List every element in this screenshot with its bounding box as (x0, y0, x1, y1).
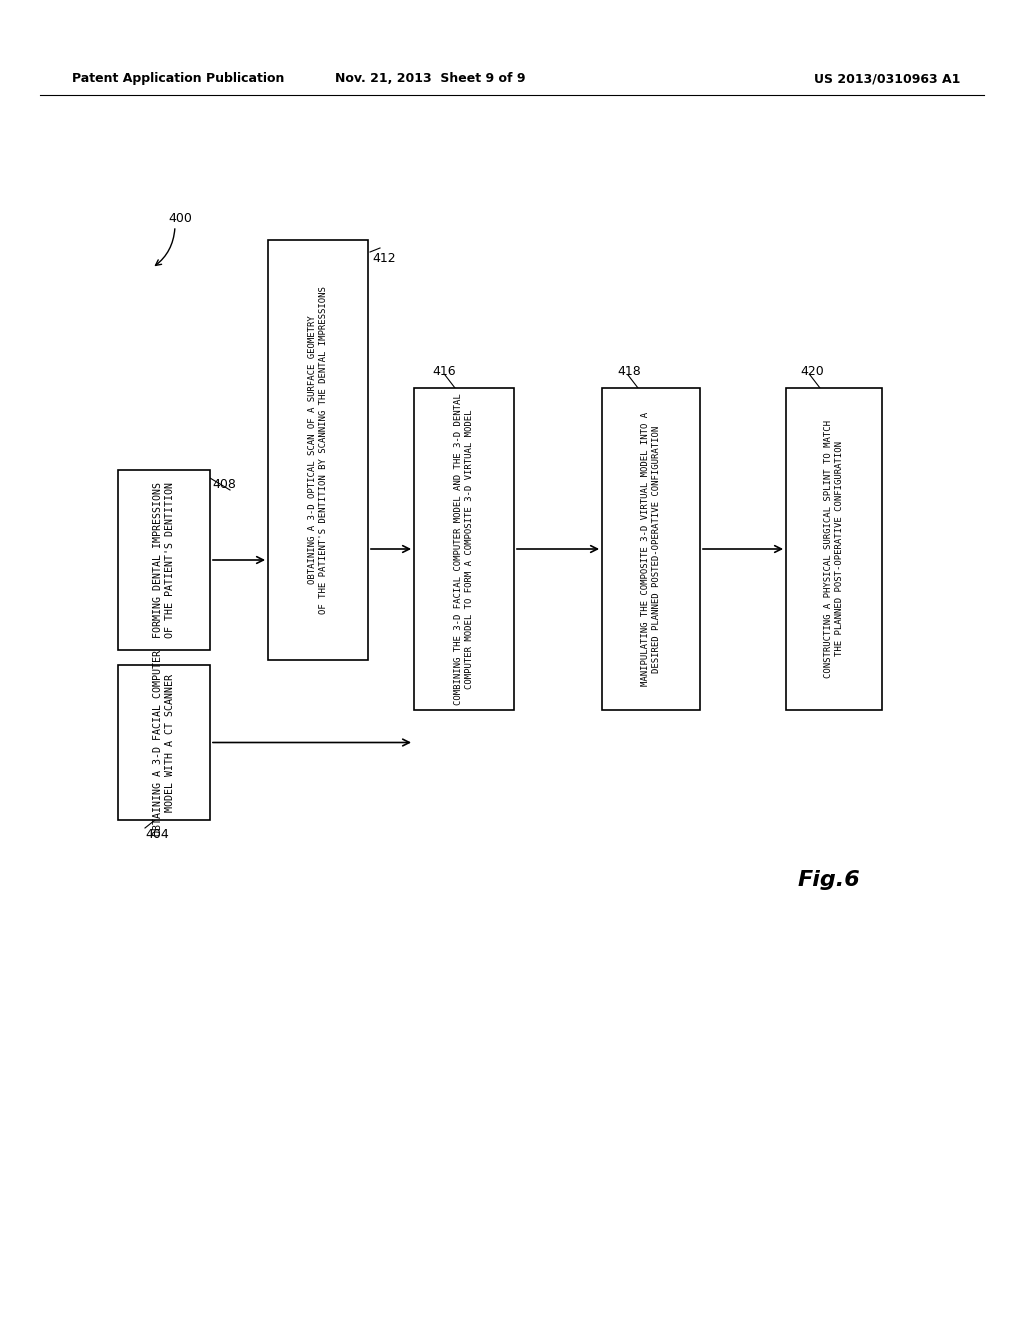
Text: MANIPULATING THE COMPOSITE 3-D VIRTUAL MODEL INTO A
DESIRED PLANNED POSTED-OPERA: MANIPULATING THE COMPOSITE 3-D VIRTUAL M… (641, 412, 660, 686)
Text: 408: 408 (212, 478, 236, 491)
Text: 416: 416 (432, 366, 456, 378)
Text: OBTAINING A 3-D OPTICAL SCAN OF A SURFACE GEOMETRY
OF THE PATIENT'S DENTITION BY: OBTAINING A 3-D OPTICAL SCAN OF A SURFAC… (308, 286, 328, 614)
Text: CONSTRUCTING A PHYSICAL SURGICAL SPLINT TO MATCH
THE PLANNED POST-OPERATIVE CONF: CONSTRUCTING A PHYSICAL SURGICAL SPLINT … (824, 420, 844, 678)
Bar (786, 388, 882, 710)
Text: Patent Application Publication: Patent Application Publication (72, 73, 285, 84)
Bar (414, 388, 514, 710)
Bar (268, 240, 368, 660)
Text: Nov. 21, 2013  Sheet 9 of 9: Nov. 21, 2013 Sheet 9 of 9 (335, 73, 525, 84)
Text: 412: 412 (372, 252, 395, 265)
Text: FORMING DENTAL IMPRESSIONS
OF THE PATIENT'S DENTITION: FORMING DENTAL IMPRESSIONS OF THE PATIEN… (154, 482, 175, 638)
Text: OBTAINING A 3-D FACIAL COMPUTER
MODEL WITH A CT SCANNER: OBTAINING A 3-D FACIAL COMPUTER MODEL WI… (154, 649, 175, 836)
Text: COMBINING THE 3-D FACIAL COMPUTER MODEL AND THE 3-D DENTAL
COMPUTER MODEL TO FOR: COMBINING THE 3-D FACIAL COMPUTER MODEL … (455, 393, 474, 705)
Text: 404: 404 (145, 828, 169, 841)
Bar (602, 388, 700, 710)
Bar (118, 665, 210, 820)
FancyArrowPatch shape (156, 228, 175, 265)
Text: Fig.6: Fig.6 (798, 870, 861, 890)
Bar (118, 470, 210, 649)
Text: US 2013/0310963 A1: US 2013/0310963 A1 (814, 73, 961, 84)
Text: 418: 418 (617, 366, 641, 378)
Text: 400: 400 (168, 213, 191, 224)
Text: 420: 420 (800, 366, 823, 378)
